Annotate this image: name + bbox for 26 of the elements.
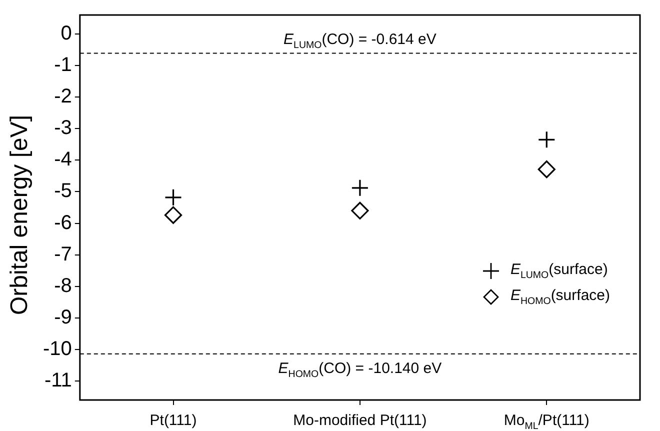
point <box>164 188 182 206</box>
y-tick-label: -10 <box>43 338 72 360</box>
point <box>164 206 182 224</box>
ref-line-label: E$_{LUMO}$(CO) = -0.614 eV <box>284 31 436 52</box>
y-tick-label: -2 <box>54 86 72 108</box>
legend-label: E$_{HOMO}$(surface) <box>510 286 610 307</box>
x-tick-label: Pt(111) <box>150 412 197 429</box>
point <box>538 160 556 178</box>
x-tick-label: Mo$_{ML}$/Pt(111) <box>504 412 590 431</box>
y-tick-label: -3 <box>54 117 72 140</box>
x-tick-label: Mo-modified Pt(111) <box>293 412 427 429</box>
point <box>538 130 556 148</box>
legend-label: E$_{LUMO}$(surface) <box>510 260 608 281</box>
y-tick-label: -4 <box>54 148 72 171</box>
y-tick-label: -9 <box>54 306 72 328</box>
y-tick-label: -8 <box>54 274 72 297</box>
y-tick-label: -6 <box>54 212 72 234</box>
y-axis-title: Orbital energy [eV] <box>6 114 34 316</box>
y-tick-label: -1 <box>54 54 72 76</box>
point <box>351 202 369 220</box>
y-tick-label: -5 <box>54 180 72 202</box>
y-tick-label: -7 <box>54 243 72 266</box>
point <box>351 179 369 197</box>
ref-line-label: E$_{HOMO}$(CO) = -10.140 eV <box>278 360 442 380</box>
y-tick-label: 0 <box>60 22 72 44</box>
y-tick-label: -11 <box>44 370 72 392</box>
